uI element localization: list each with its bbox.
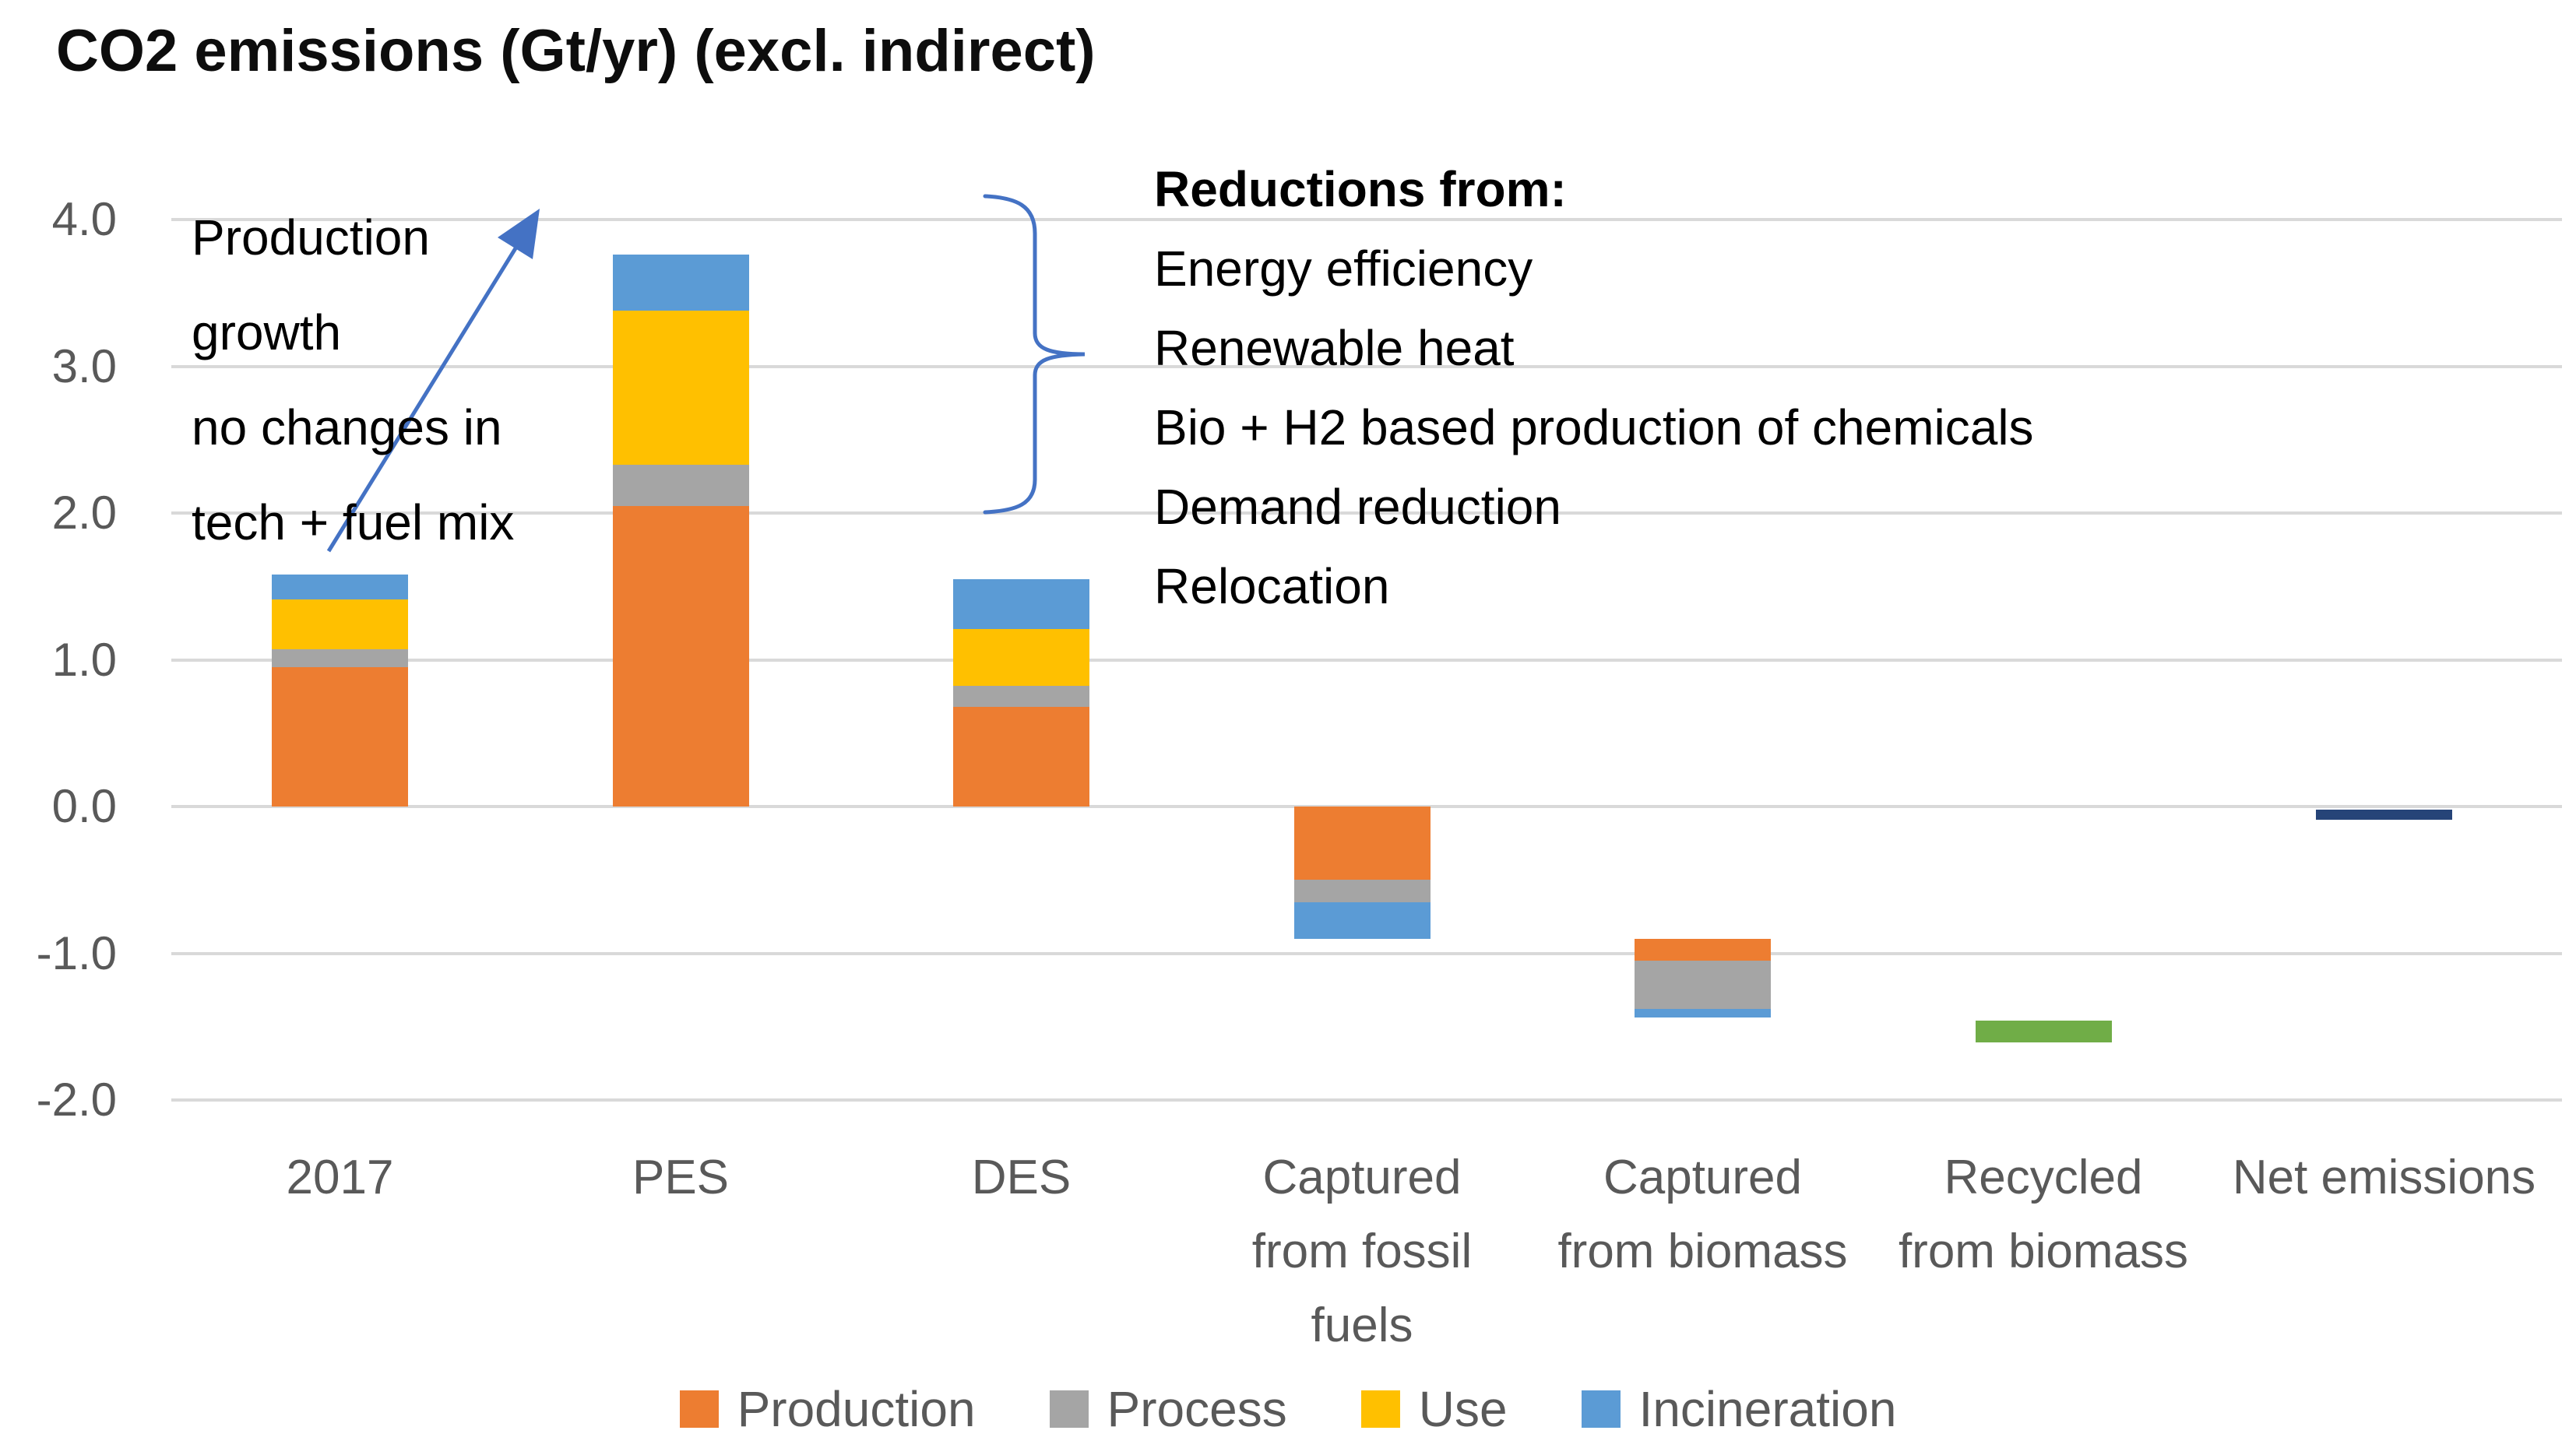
y-axis-tick-label: 2.0 [51, 487, 117, 539]
legend-item-use: Use [1360, 1381, 1508, 1437]
legend-swatch [1581, 1390, 1621, 1428]
legend-label: Incineration [1638, 1381, 1897, 1437]
y-axis-tick-label: 0.0 [51, 780, 117, 832]
reductions-item: Relocation [1154, 558, 1390, 614]
legend: Production Process Use Incineration [0, 1384, 2576, 1434]
reductions-item: Demand reduction [1154, 479, 1561, 535]
legend-item-production: Production [679, 1381, 976, 1437]
reductions-items: Energy efficiency Renewable heat Bio + H2 … [1154, 229, 2034, 626]
bar-segment-process [612, 464, 749, 506]
bar-segment-incineration [272, 575, 408, 600]
category-label: Recycled from biomass [1898, 1151, 2189, 1278]
gridline [171, 658, 2562, 662]
bar-segment-incineration [612, 255, 749, 311]
gridline [171, 218, 2562, 221]
bar-segment-process [1635, 960, 1771, 1010]
legend-label: Production [737, 1381, 976, 1437]
y-axis-tick-label: 1.0 [51, 633, 117, 686]
bar-segment-incineration [953, 578, 1089, 629]
reductions-item: Bio + H2 based production of chemicals [1154, 399, 2034, 455]
legend-label: Process [1107, 1381, 1287, 1437]
bar-segment-use [953, 628, 1089, 687]
chart-title: CO2 emissions (Gt/yr) (excl. indirect) [56, 18, 1096, 84]
bar-segment-incineration [1635, 1009, 1771, 1018]
gridline [171, 1098, 2562, 1102]
legend-swatch [1049, 1390, 1089, 1428]
category-label: DES [971, 1151, 1072, 1204]
reductions-brace [983, 194, 1086, 515]
bar-segment-process [272, 649, 408, 667]
bar-segment-process [953, 686, 1089, 707]
legend-item-incineration: Incineration [1581, 1381, 1897, 1437]
y-axis-tick-label: 4.0 [51, 193, 117, 245]
legend-item-process: Process [1049, 1381, 1287, 1437]
bar-segment-net [2316, 809, 2452, 820]
legend-swatch [1360, 1390, 1400, 1428]
bar-segment-production [612, 505, 749, 807]
reductions-item: Energy efficiency [1154, 241, 1533, 297]
category-label: Captured from fossil fuels [1251, 1151, 1473, 1352]
bar-segment-production [1293, 807, 1431, 880]
reductions-heading: Reductions from: [1154, 161, 1567, 217]
category-label: PES [632, 1151, 730, 1204]
bar-segment-recycled [1975, 1021, 2112, 1043]
reductions-item: Renewable heat [1154, 320, 1515, 376]
category-label: 2017 [286, 1151, 394, 1204]
legend-swatch [679, 1390, 719, 1428]
gridline [171, 511, 2562, 515]
category-label: Net emissions [2232, 1151, 2536, 1204]
legend-label: Use [1418, 1381, 1508, 1437]
y-axis-tick-label: 3.0 [51, 339, 117, 392]
y-axis-tick-label: -1.0 [36, 926, 117, 979]
y-axis-tick-label: -2.0 [36, 1074, 117, 1126]
bar-segment-use [272, 599, 408, 650]
reductions-annotation: Reductions from: Energy efficiency Renewa… [1154, 149, 2034, 626]
category-label: Captured from biomass [1557, 1151, 1848, 1278]
bar-segment-production [272, 666, 408, 807]
bar-segment-production [1635, 938, 1771, 961]
production-growth-annotation: Production growth no changes in tech + f… [192, 209, 515, 550]
bar-segment-incineration [1293, 901, 1431, 939]
bar-segment-production [953, 706, 1089, 807]
gridline [171, 364, 2562, 368]
gridline [171, 951, 2562, 955]
bar-segment-process [1293, 880, 1431, 902]
bar-segment-use [612, 310, 749, 465]
